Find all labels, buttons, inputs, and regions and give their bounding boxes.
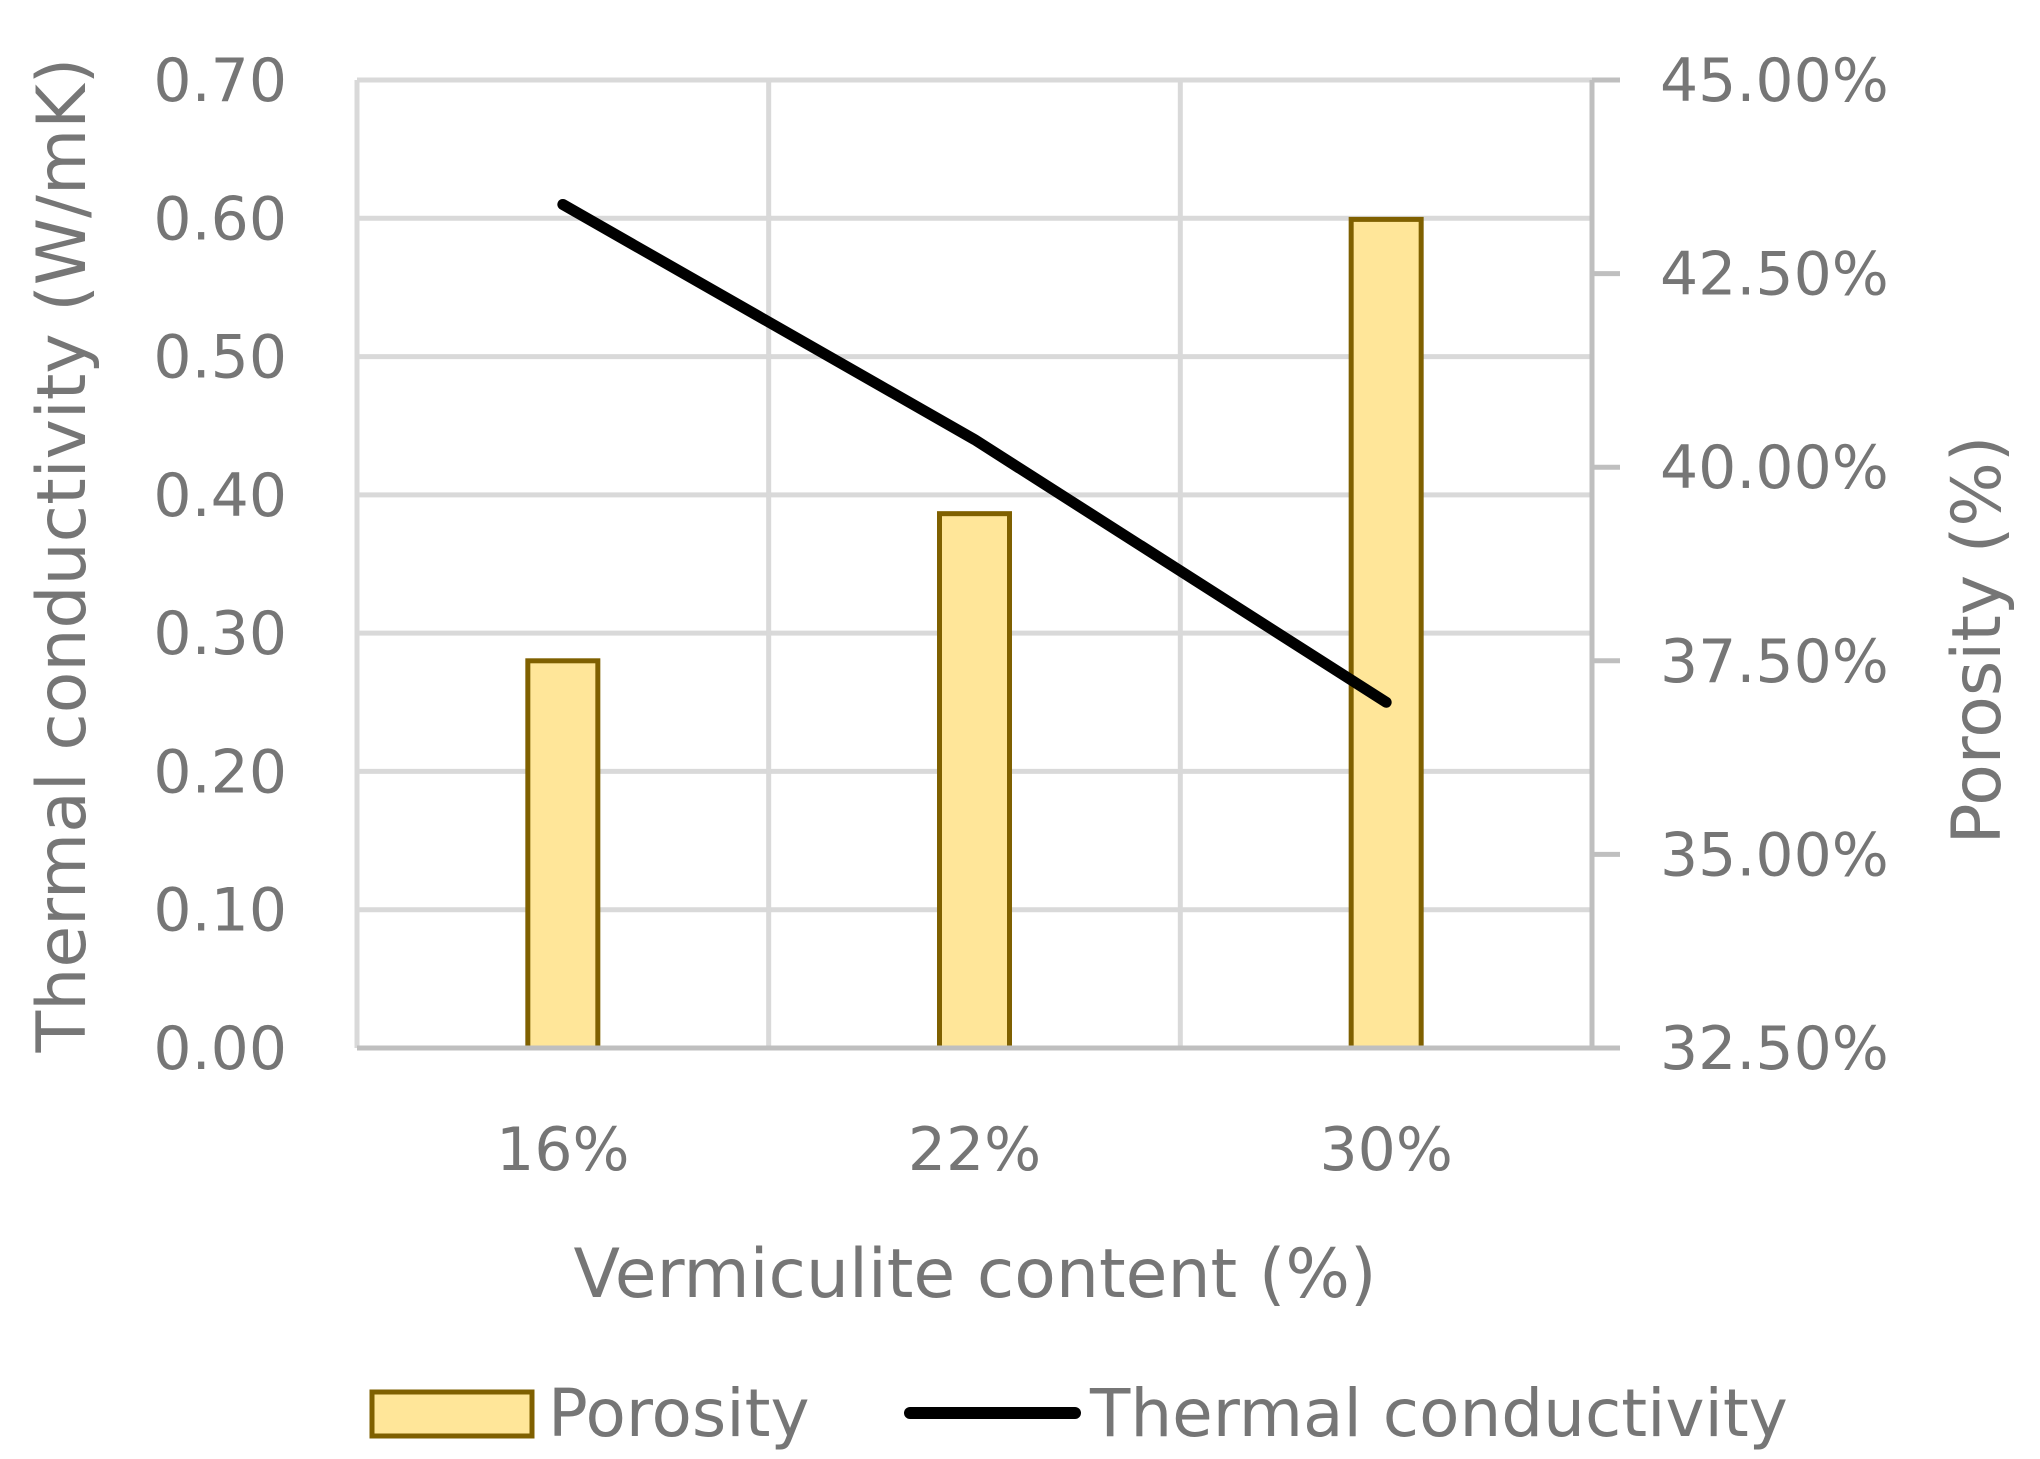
y-axis-title: Thermal conductivity (W/mK)	[23, 58, 102, 1054]
y-tick-label: 0.40	[153, 461, 287, 531]
x-tick-label: 30%	[1319, 1115, 1452, 1185]
y2-axis-title: Porosity (%)	[1938, 436, 2017, 845]
x-tick-label: 22%	[908, 1115, 1041, 1185]
legend-thermal-conductivity-label: Thermal conductivity	[1089, 1375, 1788, 1452]
porosity-bar	[525, 658, 601, 1051]
y-tick-label: 0.30	[153, 599, 287, 669]
y-tick-label: 0.10	[153, 876, 287, 946]
axes	[357, 77, 1620, 1051]
y-tick-label: 0.60	[153, 184, 287, 254]
legend-porosity-swatch	[369, 1389, 535, 1439]
y2-tick-label: 42.50%	[1660, 240, 1889, 310]
porosity-bar	[1348, 216, 1424, 1051]
x-axis-ticks: 16% 22% 30%	[496, 1115, 1453, 1185]
x-axis-title: Vermiculite content (%)	[574, 1235, 1377, 1314]
y-tick-label: 0.50	[153, 323, 287, 393]
thermal-conductivity-line	[557, 198, 1392, 708]
thermal-conductivity-line-group	[557, 198, 1392, 708]
x-tick-label: 16%	[496, 1115, 629, 1185]
y2-tick-label: 32.50%	[1660, 1014, 1889, 1084]
porosity-bar	[937, 511, 1012, 1051]
y2-tick-label: 40.00%	[1660, 433, 1889, 503]
legend-porosity-label: Porosity	[548, 1375, 810, 1452]
y-tick-label: 0.20	[153, 737, 287, 807]
left-axis-ticks: 0.00 0.10 0.20 0.30 0.40 0.50 0.60 0.70	[153, 46, 287, 1084]
y2-tick-label: 45.00%	[1660, 46, 1889, 116]
y2-tick-label: 35.00%	[1660, 820, 1889, 890]
y-tick-label: 0.00	[153, 1014, 287, 1084]
y-tick-label: 0.70	[153, 46, 287, 116]
right-axis-ticks: 32.50% 35.00% 37.50% 40.00% 42.50% 45.00%	[1660, 46, 1889, 1084]
legend: Porosity Thermal conductivity	[369, 1375, 1788, 1452]
y2-tick-label: 37.50%	[1660, 627, 1889, 697]
